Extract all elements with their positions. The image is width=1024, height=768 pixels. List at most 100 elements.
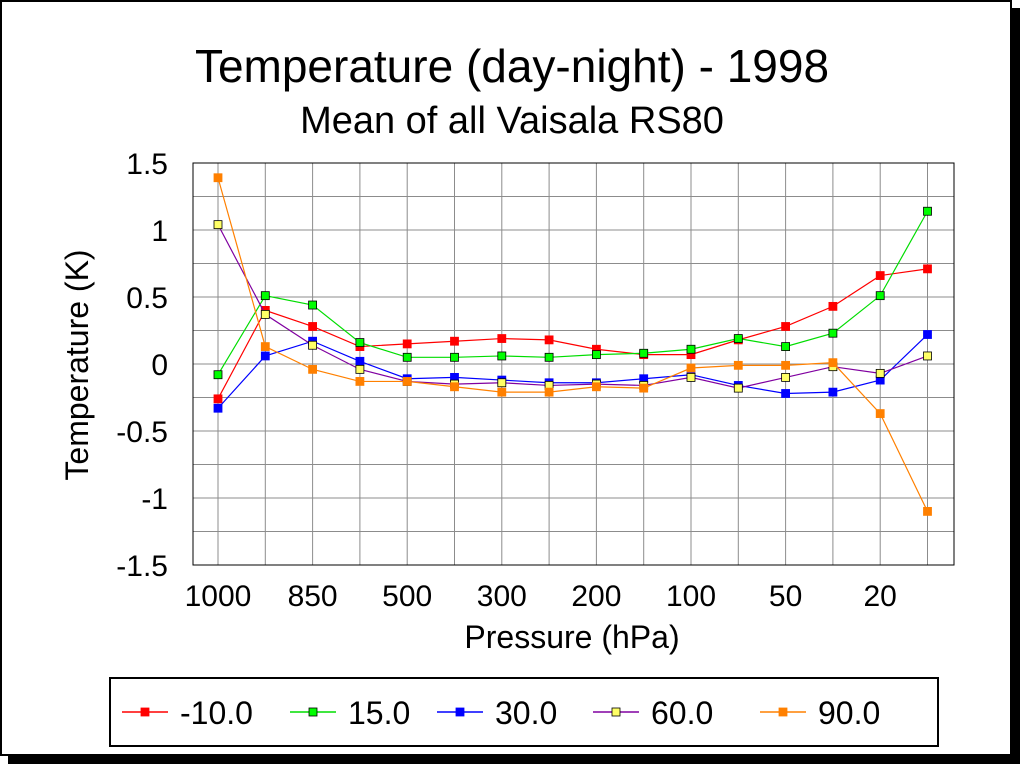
series-line xyxy=(217,224,928,389)
x-tick-label: 50 xyxy=(769,580,802,613)
data-point xyxy=(213,370,223,380)
x-tick-label: 1000 xyxy=(185,580,252,613)
data-point xyxy=(213,403,223,413)
legend-label: -10.0 xyxy=(180,695,253,731)
series-line xyxy=(217,177,929,512)
data-point xyxy=(402,339,412,349)
chart-subtitle: Mean of all Vaisala RS80 xyxy=(300,100,724,142)
x-tick-label: 100 xyxy=(666,580,716,613)
data-point xyxy=(781,342,790,351)
data-point xyxy=(875,271,885,280)
data-point xyxy=(450,382,459,392)
data-point xyxy=(875,409,885,418)
x-axis-label: Pressure (hPa) xyxy=(464,619,679,655)
data-point xyxy=(923,330,932,339)
data-point xyxy=(686,344,696,354)
data-point xyxy=(544,352,554,362)
y-axis-label: Temperature (K) xyxy=(59,249,95,480)
legend-label: 90.0 xyxy=(818,695,880,731)
x-tick-label: 300 xyxy=(477,580,527,613)
legend: -10.0 15.0 30.0 60.0 90.0 xyxy=(109,677,939,747)
data-point xyxy=(355,338,365,347)
data-point xyxy=(875,291,885,301)
data-point xyxy=(260,351,270,361)
data-point xyxy=(213,394,223,404)
data-point xyxy=(923,506,932,516)
data-point xyxy=(639,348,649,358)
data-point xyxy=(923,351,932,361)
data-point xyxy=(497,351,507,361)
data-point xyxy=(781,389,790,398)
data-point xyxy=(923,206,932,216)
legend-marker xyxy=(778,707,788,717)
data-point xyxy=(828,301,838,311)
data-point xyxy=(308,340,318,350)
series-line xyxy=(217,334,928,409)
series-90.0 xyxy=(213,173,932,516)
series-15.0 xyxy=(213,206,932,380)
data-point xyxy=(213,173,223,183)
y-tick-label: -1.5 xyxy=(116,550,168,583)
data-point xyxy=(781,322,790,331)
data-point xyxy=(497,334,507,343)
data-point xyxy=(828,358,838,368)
data-point xyxy=(450,336,459,346)
legend-label: 60.0 xyxy=(651,695,713,731)
data-point xyxy=(308,300,318,310)
data-point xyxy=(260,310,270,319)
legend-label: 30.0 xyxy=(495,695,557,731)
data-point xyxy=(686,363,696,373)
data-point xyxy=(781,372,790,382)
data-point xyxy=(544,335,554,345)
y-tick-label: 1 xyxy=(151,215,168,248)
legend-marker xyxy=(308,707,318,717)
data-point xyxy=(402,352,412,362)
plot-area xyxy=(192,162,955,566)
legend-marker xyxy=(611,707,621,717)
series-layer xyxy=(213,173,932,516)
x-tick-label: 20 xyxy=(864,580,897,613)
series-60.0 xyxy=(213,220,932,393)
chart-title: Temperature (day-night) - 1998 xyxy=(195,40,829,92)
x-axis-ticks: 1000 850 500 300 200 100 50 20 xyxy=(185,580,897,613)
data-point xyxy=(592,382,601,392)
data-point xyxy=(308,364,318,374)
series--10.0 xyxy=(213,264,932,404)
data-point xyxy=(544,387,554,397)
data-point xyxy=(733,360,743,370)
x-tick-label: 500 xyxy=(382,580,432,613)
data-point xyxy=(733,334,743,343)
y-tick-label: 0.5 xyxy=(126,282,168,315)
legend-marker xyxy=(140,707,150,717)
legend-marker xyxy=(455,707,465,717)
data-point xyxy=(686,372,696,382)
data-point xyxy=(875,368,885,378)
data-point xyxy=(923,264,932,274)
data-point xyxy=(639,383,649,393)
data-point xyxy=(450,352,459,362)
x-tick-label: 850 xyxy=(288,580,338,613)
x-tick-label: 200 xyxy=(571,580,621,613)
data-point xyxy=(497,387,507,397)
data-point xyxy=(402,377,412,386)
data-point xyxy=(308,322,318,331)
data-point xyxy=(355,377,365,386)
data-point xyxy=(733,383,743,393)
data-point xyxy=(828,387,838,397)
y-tick-label: 1.5 xyxy=(126,148,168,181)
data-point xyxy=(497,378,507,388)
legend-label: 15.0 xyxy=(348,695,410,731)
data-point xyxy=(355,364,365,374)
data-point xyxy=(355,356,365,366)
data-point xyxy=(260,291,270,301)
y-tick-label: 0 xyxy=(151,349,168,382)
data-point xyxy=(213,220,223,230)
y-tick-label: -1 xyxy=(141,483,168,516)
series-line xyxy=(217,268,928,400)
data-point xyxy=(828,328,838,338)
y-tick-label: -0.5 xyxy=(116,416,168,449)
data-point xyxy=(592,350,601,360)
y-axis-ticks: 1.5 1 0.5 0 -0.5 -1 -1.5 xyxy=(116,148,168,583)
data-point xyxy=(781,360,790,370)
